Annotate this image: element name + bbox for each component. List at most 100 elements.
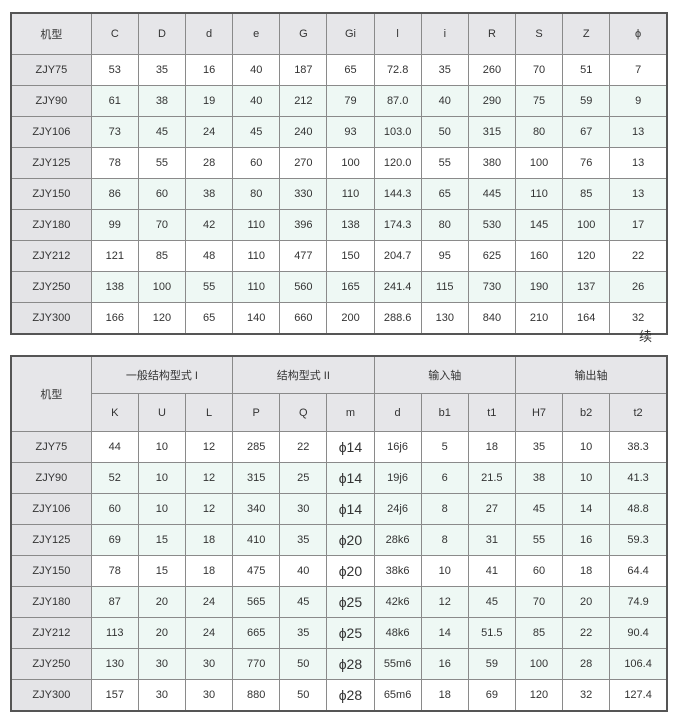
table-cell: 17 [609, 209, 668, 241]
column-header: U [137, 393, 186, 432]
table-row: ZJY75 44 10 12 285 22 ϕ14 16j6 5 18 35 10 38.3 [10, 431, 668, 463]
table-cell: 8 [420, 493, 469, 525]
table-cell: 99 [90, 209, 139, 241]
table-cell: 288.6 [373, 302, 422, 335]
table-cell: 6 [420, 462, 469, 494]
table-row: ZJY212 121 85 48 110 477 150 204.7 95 625 160 120 22 [10, 240, 668, 272]
table-cell: ϕ14 [326, 462, 375, 494]
table-cell: 475 [232, 555, 281, 587]
table-cell: 80 [420, 209, 469, 241]
table-cell: 410 [232, 524, 281, 556]
table-cell: 90.4 [609, 617, 668, 649]
table-cell: 20 [137, 586, 186, 618]
table-cell: 138 [90, 271, 139, 303]
table-cell: 48k6 [373, 617, 422, 649]
table-cell: ϕ25 [326, 586, 375, 618]
table-cell: 565 [232, 586, 281, 618]
table-cell: 14 [562, 493, 611, 525]
table-cell: 120 [137, 302, 187, 335]
table-cell: 80 [232, 178, 281, 210]
table-cell: 45 [279, 586, 328, 618]
table-cell: ϕ25 [326, 617, 375, 649]
table-cell: 290 [467, 85, 517, 117]
table-row: ZJY106 60 10 12 340 30 ϕ14 24j6 8 27 45 14 48.8 [10, 493, 668, 525]
table-cell: 164 [562, 302, 611, 335]
model-cell: ZJY180 [10, 209, 92, 241]
table-cell: 106.4 [609, 648, 668, 680]
table-cell: 665 [232, 617, 281, 649]
table-cell: 41.3 [609, 462, 668, 494]
table-cell: 59 [467, 648, 516, 680]
table-cell: 18 [420, 679, 469, 712]
table-cell: 45 [514, 493, 564, 525]
table-cell: 59.3 [609, 524, 668, 556]
table-cell: 87.0 [373, 85, 422, 117]
table-cell: 38 [514, 462, 564, 494]
table-cell: ϕ28 [326, 679, 375, 712]
table-cell: 530 [467, 209, 517, 241]
column-header: L [184, 393, 234, 432]
group-header: 输入轴 [373, 355, 516, 394]
table-cell: 110 [514, 178, 564, 210]
table-cell: 80 [514, 116, 564, 148]
table-row: ZJY250 130 30 30 770 50 ϕ28 55m6 16 59 100 28 106.4 [10, 648, 668, 680]
table-cell: 60 [232, 147, 281, 179]
table-cell: 55 [137, 147, 187, 179]
table-cell: 10 [137, 462, 186, 494]
column-header: Q [279, 393, 328, 432]
table-cell: 72.8 [373, 54, 422, 86]
model-cell: ZJY180 [10, 586, 92, 618]
column-header: C [90, 12, 139, 55]
model-cell: ZJY300 [10, 679, 92, 712]
table-cell: 165 [326, 271, 375, 303]
group-header: 一般结构型式 I [90, 355, 234, 394]
table-cell: 30 [184, 679, 234, 712]
table-cell: 51 [562, 54, 611, 86]
model-cell: ZJY90 [10, 462, 92, 494]
table-cell: 38.3 [609, 431, 668, 463]
table-cell: 22 [609, 240, 668, 272]
table-cell: ϕ20 [326, 524, 375, 556]
model-cell: ZJY150 [10, 178, 92, 210]
table-cell: 69 [467, 679, 516, 712]
table-cell: 32 [562, 679, 611, 712]
model-cell: ZJY125 [10, 147, 92, 179]
table-cell: 100 [326, 147, 375, 179]
table-cell: 120.0 [373, 147, 422, 179]
table-cell: 28k6 [373, 524, 422, 556]
table-cell: 65 [420, 178, 469, 210]
table-cell: 87 [90, 586, 139, 618]
table-row: ZJY180 87 20 24 565 45 ϕ25 42k6 12 45 70 20 74.9 [10, 586, 668, 618]
table-cell: 42k6 [373, 586, 422, 618]
table-cell: 12 [184, 462, 234, 494]
table-cell: ϕ14 [326, 493, 375, 525]
table-cell: 30 [137, 648, 186, 680]
table-cell: 315 [467, 116, 517, 148]
column-header: m [326, 393, 375, 432]
table-cell: 18 [184, 555, 234, 587]
table-cell: 35 [279, 617, 328, 649]
table-cell: 22 [562, 617, 611, 649]
table-row: ZJY300 157 30 30 880 50 ϕ28 65m6 18 69 120 32 127.4 [10, 679, 668, 712]
table-cell: 18 [562, 555, 611, 587]
table-cell: 115 [420, 271, 469, 303]
table-cell: 103.0 [373, 116, 422, 148]
table-cell: 19j6 [373, 462, 422, 494]
table-cell: 160 [514, 240, 564, 272]
table-cell: 40 [232, 54, 281, 86]
table-cell: 150 [326, 240, 375, 272]
table-cell: 14 [420, 617, 469, 649]
table-cell: 166 [90, 302, 139, 335]
table-cell: 70 [137, 209, 187, 241]
table-cell: 18 [184, 524, 234, 556]
table-cell: 93 [326, 116, 375, 148]
table-cell: 74.9 [609, 586, 668, 618]
table-cell: 25 [279, 462, 328, 494]
table-cell: 40 [279, 555, 328, 587]
column-header: P [232, 393, 281, 432]
table-cell: 61 [90, 85, 139, 117]
table-cell: 260 [467, 54, 517, 86]
table-cell: 100 [137, 271, 187, 303]
